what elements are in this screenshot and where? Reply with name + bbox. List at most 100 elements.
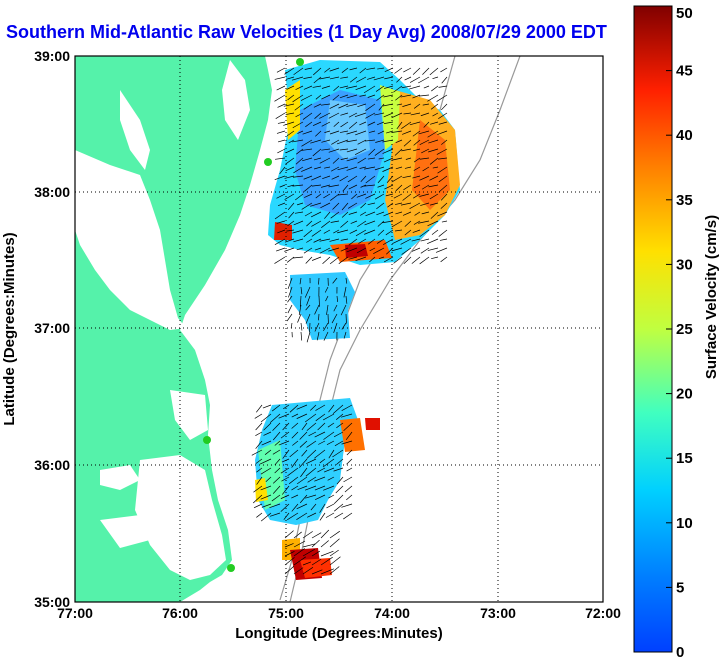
velocity-arrow [320, 568, 335, 575]
colorbar-ticks: 0 5 10 15 20 25 30 35 40 45 50 [666, 5, 693, 659]
velocity-arrow [336, 458, 344, 465]
velocity-arrow [405, 157, 412, 160]
velocity-arrow [403, 139, 412, 147]
velocity-arrow [318, 295, 320, 307]
velocity-arrow [400, 94, 412, 98]
velocity-arrow [383, 94, 394, 98]
velocity-arrow [284, 67, 295, 75]
velocity-arrow [287, 295, 293, 303]
velocity-arrow [305, 494, 317, 499]
velocity-arrow [315, 94, 322, 100]
colorbar-tick-label: 20 [676, 386, 693, 403]
velocity-arrow [323, 229, 331, 234]
velocity-arrow [395, 166, 403, 170]
velocity-arrow [323, 331, 329, 341]
velocity-arrow [286, 130, 295, 137]
velocity-arrow [341, 503, 353, 508]
velocity-arrow [333, 304, 338, 312]
velocity-arrow [305, 467, 317, 477]
velocity-arrow [383, 157, 394, 163]
velocity-arrow [350, 220, 358, 224]
velocity-arrow [392, 238, 403, 245]
velocity-arrow [394, 229, 403, 232]
velocity-arrow [253, 503, 263, 509]
velocity-arrow [261, 503, 272, 508]
velocity-arrow [382, 103, 394, 107]
velocity-arrow [296, 413, 308, 419]
velocity-arrow [429, 193, 439, 200]
velocity-arrow [296, 476, 308, 485]
velocity-arrow [436, 148, 448, 155]
velocity-arrow [377, 175, 385, 184]
velocity-arrow [393, 256, 403, 264]
velocity-arrow [332, 404, 344, 414]
velocity-arrow [311, 539, 320, 548]
x-tick-label: 74:00 [374, 605, 410, 621]
velocity-arrow [325, 512, 335, 518]
velocity-arrow [418, 76, 430, 84]
velocity-arrow [274, 76, 286, 80]
velocity-arrow [401, 121, 412, 129]
velocity-arrow [286, 256, 295, 263]
velocity-arrow [304, 211, 313, 217]
velocity-arrow [306, 440, 317, 448]
velocity-arrow [255, 431, 263, 436]
velocity-arrow [314, 485, 326, 491]
velocity-arrow [427, 130, 439, 138]
velocity-arrow [383, 112, 394, 118]
velocity-arrow [349, 67, 358, 71]
velocity-arrow [348, 121, 358, 129]
velocity-arrow [296, 247, 304, 251]
colorbar-tick-label: 10 [676, 515, 693, 532]
velocity-arrow [299, 295, 302, 307]
velocity-arrow [311, 229, 322, 237]
velocity-arrow [331, 313, 338, 324]
velocity-arrow [384, 85, 394, 89]
velocity-arrow [307, 476, 317, 483]
velocity-arrow [320, 103, 331, 106]
velocity-arrow [301, 202, 313, 210]
velocity-arrow [359, 166, 367, 169]
velocity-arrow [311, 256, 322, 261]
velocity-arrow [299, 458, 308, 468]
velocity-arrow [347, 175, 358, 183]
velocity-arrow [300, 94, 313, 101]
velocity-arrow [440, 193, 448, 201]
velocity-arrow [305, 304, 311, 311]
x-axis-label: Longitude (Degrees:Minutes) [235, 625, 443, 642]
colorbar-label: Surface Velocity (cm/s) [703, 215, 720, 379]
velocity-arrow [277, 103, 286, 108]
velocity-arrow [384, 76, 394, 80]
velocity-arrow [418, 130, 430, 135]
velocity-arrow [276, 85, 286, 91]
velocity-arrow [324, 211, 331, 219]
velocity-arrow [373, 76, 385, 81]
velocity-arrow [320, 202, 331, 209]
velocity-arrow [324, 286, 329, 293]
velocity-arrow [337, 166, 349, 171]
velocity-arrow [274, 175, 286, 180]
velocity-arrow [272, 476, 281, 484]
velocity-arrow [332, 202, 340, 210]
velocity-arrow [276, 67, 286, 73]
velocity-arrow [279, 184, 286, 188]
velocity-field-north [268, 60, 460, 265]
velocity-arrow [411, 256, 421, 264]
velocity-arrow [293, 567, 304, 575]
velocity-arrow [274, 94, 286, 102]
velocity-arrow [400, 202, 412, 206]
velocity-arrow [284, 175, 295, 179]
velocity-arrow [346, 247, 358, 253]
velocity-arrow [319, 503, 326, 513]
velocity-arrow [324, 166, 331, 169]
velocity-arrow [336, 413, 344, 420]
velocity-arrow [272, 449, 281, 455]
velocity-arrow [331, 139, 340, 145]
velocity-arrow [329, 530, 341, 539]
velocity-arrow [344, 485, 353, 493]
velocity-arrow [440, 202, 448, 209]
velocity-arrow [256, 476, 263, 485]
velocity-arrow [438, 175, 448, 183]
velocity-arrow [377, 229, 385, 236]
velocity-arrow [411, 247, 421, 252]
